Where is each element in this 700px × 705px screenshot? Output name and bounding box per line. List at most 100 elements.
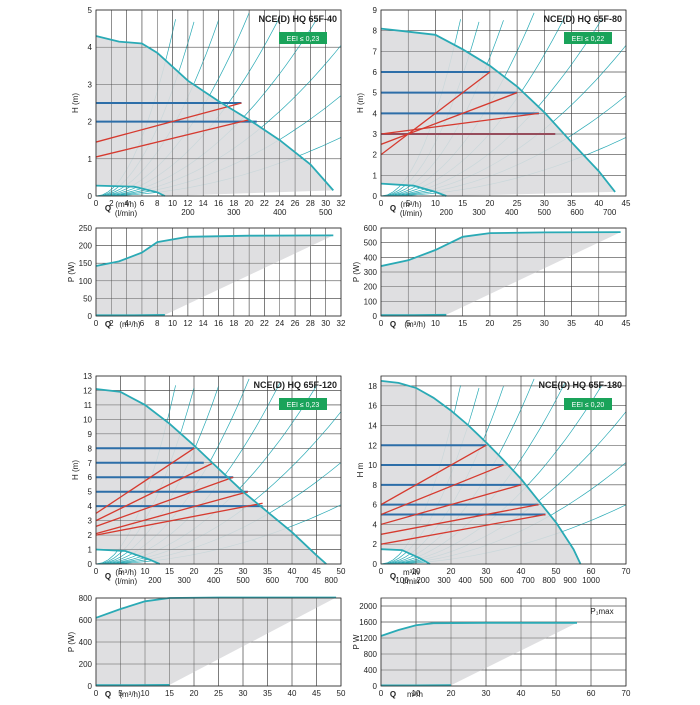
y-tick-label: 11 xyxy=(84,401,93,410)
x-tick-label: 10 xyxy=(431,199,440,208)
q-label: Q xyxy=(105,572,111,581)
y-tick-label: 500 xyxy=(364,239,378,248)
x-tick-label: 30 xyxy=(482,689,491,698)
eei-label: EEI ≤ 0,23 xyxy=(287,402,320,409)
l-tick-label: 500 xyxy=(236,576,250,585)
x-tick-label: 30 xyxy=(321,199,330,208)
y-tick-label: 2 xyxy=(88,531,93,540)
x-tick-label: 50 xyxy=(337,567,346,576)
x-tick-label: 20 xyxy=(245,199,254,208)
y-axis-label: H (m) xyxy=(71,93,80,113)
l-tick-label: 900 xyxy=(563,576,577,585)
x-tick-label: 15 xyxy=(458,319,467,328)
y-tick-label: 200 xyxy=(79,242,93,251)
x-tick-label: 20 xyxy=(485,199,494,208)
l-tick-label: 700 xyxy=(603,208,617,217)
x-tick-label: 25 xyxy=(513,319,522,328)
l-unit: l/min xyxy=(403,577,420,586)
x-tick-label: 70 xyxy=(622,567,631,576)
q-unit: (m³/h) xyxy=(400,200,422,209)
y-tick-label: 1 xyxy=(88,546,93,555)
x-tick-label: 10 xyxy=(141,567,150,576)
x-tick-label: 16 xyxy=(214,199,223,208)
y-tick-label: 5 xyxy=(373,89,378,98)
y-tick-label: 200 xyxy=(79,660,93,669)
l-tick-label: 400 xyxy=(458,576,472,585)
y-axis-label: P (W) xyxy=(67,632,76,653)
x-tick-label: 60 xyxy=(587,567,596,576)
q-unit: (m³/h) xyxy=(404,320,426,329)
l-tick-label: 300 xyxy=(178,576,192,585)
x-tick-label: 50 xyxy=(337,689,346,698)
x-tick-label: 50 xyxy=(552,567,561,576)
y-tick-label: 16 xyxy=(368,402,377,411)
x-tick-label: 15 xyxy=(165,567,174,576)
x-tick-label: 35 xyxy=(263,567,272,576)
y-tick-label: 0 xyxy=(88,560,93,569)
y-tick-label: 0 xyxy=(88,312,93,321)
y-tick-label: 100 xyxy=(364,297,378,306)
x-tick-label: 50 xyxy=(552,689,561,698)
y-tick-label: 18 xyxy=(368,382,377,391)
y-tick-label: 150 xyxy=(79,259,93,268)
l-tick-label: 500 xyxy=(538,208,552,217)
y-axis-label: P (W) xyxy=(67,262,76,283)
x-tick-label: 25 xyxy=(214,689,223,698)
y-tick-label: 5 xyxy=(88,488,93,497)
q-unit: (m³/h) xyxy=(115,568,137,577)
x-tick-label: 10 xyxy=(168,199,177,208)
x-tick-label: 30 xyxy=(239,567,248,576)
y-tick-label: 0 xyxy=(373,192,378,201)
y-tick-label: 2000 xyxy=(359,602,377,611)
x-tick-label: 10 xyxy=(141,689,150,698)
y-tick-label: 400 xyxy=(364,666,378,675)
y-tick-label: 8 xyxy=(373,481,378,490)
x-tick-label: 8 xyxy=(155,319,160,328)
x-tick-label: 35 xyxy=(567,319,576,328)
x-tick-label: 14 xyxy=(199,199,208,208)
x-tick-label: 32 xyxy=(337,319,346,328)
x-tick-label: 30 xyxy=(482,567,491,576)
y-tick-label: 1 xyxy=(88,155,93,164)
x-tick-label: 10 xyxy=(431,319,440,328)
x-tick-label: 12 xyxy=(183,319,192,328)
y-tick-label: 300 xyxy=(364,268,378,277)
l-tick-label: 300 xyxy=(472,208,486,217)
y-tick-label: 1600 xyxy=(359,618,377,627)
l-tick-label: 800 xyxy=(542,576,556,585)
x-tick-label: 0 xyxy=(94,567,99,576)
x-tick-label: 20 xyxy=(245,319,254,328)
y-tick-label: 12 xyxy=(83,386,92,395)
x-tick-label: 26 xyxy=(291,199,300,208)
l-unit: (l/min) xyxy=(400,209,423,218)
l-tick-label: 300 xyxy=(437,576,451,585)
y-tick-label: 100 xyxy=(79,277,93,286)
y-tick-label: 6 xyxy=(373,68,378,77)
x-tick-label: 22 xyxy=(260,199,269,208)
operating-area xyxy=(381,29,615,196)
x-tick-label: 25 xyxy=(214,567,223,576)
x-tick-label: 18 xyxy=(229,199,238,208)
y-axis-label: H (m) xyxy=(71,460,80,480)
q-unit: m³/h xyxy=(403,568,419,577)
eei-label: EEI ≤ 0,22 xyxy=(572,36,605,43)
q-label: Q xyxy=(390,320,396,329)
x-tick-label: 14 xyxy=(199,319,208,328)
l-tick-label: 200 xyxy=(440,208,454,217)
l-tick-label: 700 xyxy=(521,576,535,585)
y-tick-label: 9 xyxy=(373,6,378,15)
x-tick-label: 26 xyxy=(291,319,300,328)
x-tick-label: 0 xyxy=(379,689,384,698)
l-tick-label: 600 xyxy=(266,576,280,585)
q-label: Q xyxy=(105,690,111,699)
l-tick-label: 1000 xyxy=(582,576,600,585)
y-tick-label: 8 xyxy=(88,444,93,453)
